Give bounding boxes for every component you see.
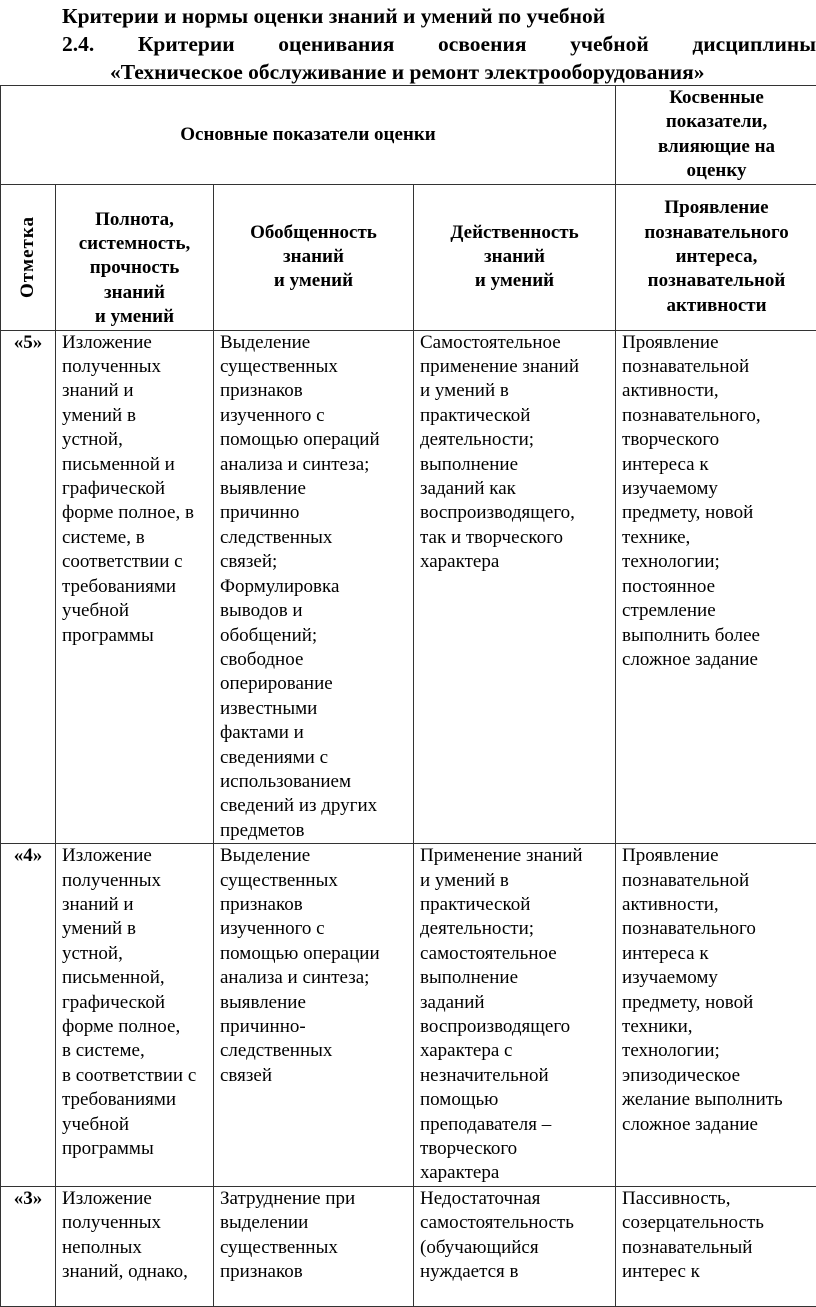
header-main-indicators: Основные показатели оценки (1, 86, 616, 185)
cell-effectiveness: Применение знаний и умений в практическо… (414, 844, 616, 1187)
table-row: «4»Изложение полученных знаний и умений … (1, 844, 816, 1187)
cell-interest: Проявление познавательной активности, по… (616, 844, 816, 1187)
discipline-name: «Техническое обслуживание и ремонт элект… (110, 60, 705, 85)
cell-generalization: Выделение существенных признаков изученн… (214, 330, 414, 844)
heading-word: 2.4. (62, 32, 94, 57)
section-heading: 2.4. Критерии оценивания освоения учебной дис… (62, 32, 816, 57)
cell-effectiveness: Самостоятельное применение знаний и умен… (414, 330, 616, 844)
document-title-line-1: Критерии и нормы оценки знаний и умений … (62, 4, 605, 29)
header-completeness: Полнота, системность, прочность знаний и… (56, 184, 214, 330)
cell-interest: Пассивность, созерцательность познавател… (616, 1186, 816, 1306)
heading-word: Критерии (138, 32, 235, 57)
heading-word: освоения (438, 32, 526, 57)
cell-effectiveness: Недостаточная самостоятельность (обучающ… (414, 1186, 616, 1306)
cell-mark: «5» (1, 330, 56, 844)
heading-word: оценивания (278, 32, 394, 57)
cell-completeness: Изложение полученных неполных знаний, од… (56, 1186, 214, 1306)
cell-completeness: Изложение полученных знаний и умений в у… (56, 330, 214, 844)
table-row: «5»Изложение полученных знаний и умений … (1, 330, 816, 844)
header-generalization: Обобщенность знаний и умений (214, 184, 414, 330)
cell-mark: «4» (1, 844, 56, 1187)
table-row: «3»Изложение полученных неполных знаний,… (1, 1186, 816, 1306)
header-mark: Отметка (16, 216, 40, 298)
cell-mark: «3» (1, 1186, 56, 1306)
cell-generalization: Затруднение при выделении существенных п… (214, 1186, 414, 1306)
heading-word: учебной (570, 32, 649, 57)
cell-generalization: Выделение существенных признаков изученн… (214, 844, 414, 1187)
criteria-table: Основные показатели оценки Косвенные пок… (0, 85, 816, 1307)
cell-completeness: Изложение полученных знаний и умений в у… (56, 844, 214, 1187)
heading-word: дисциплины (692, 32, 816, 57)
cell-interest: Проявление познавательной активности, по… (616, 330, 816, 844)
header-effectiveness: Действенность знаний и умений (414, 184, 616, 330)
header-indirect-indicators: Косвенные показатели, влияющие на оценку (616, 86, 816, 185)
header-interest: Проявление познавательного интереса, поз… (616, 184, 816, 330)
